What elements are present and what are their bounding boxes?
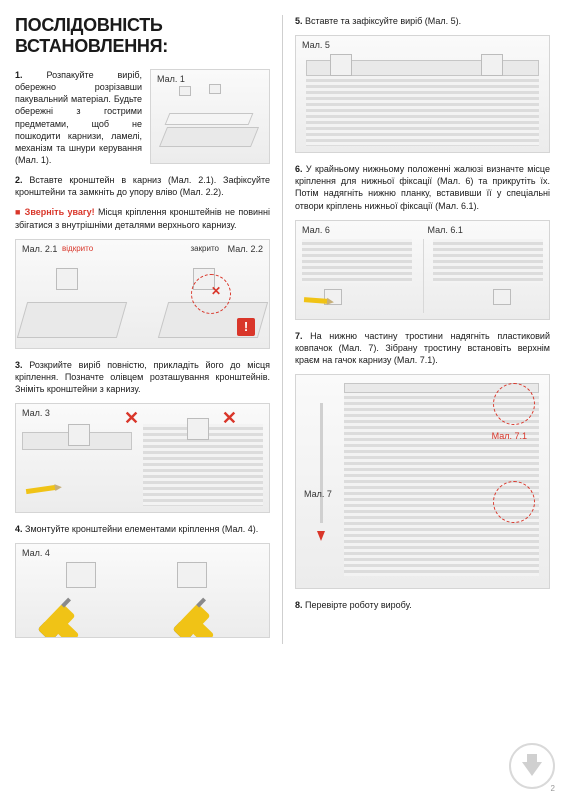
x-mark-left: ✕ (124, 408, 139, 429)
figure-4-label: Мал. 4 (22, 548, 50, 558)
rail-left (17, 302, 127, 338)
column-divider (282, 15, 283, 644)
slats-6a (302, 239, 412, 283)
step-8-body: Перевірте роботу виробу. (305, 600, 412, 610)
bracket-open (56, 268, 78, 290)
pencil-6 (304, 297, 328, 304)
step-4-text: 4. Змонтуйте кронштейни елементами кріпл… (15, 523, 270, 535)
step-1-num: 1. (15, 70, 23, 80)
figure-2-closed: закрито (190, 244, 219, 253)
step-3-num: 3. (15, 360, 23, 370)
bracket-small-2 (209, 84, 221, 94)
figure-5-label: Мал. 5 (302, 40, 330, 50)
bracket-4a (66, 562, 96, 588)
rail-illustration-top (165, 113, 254, 125)
figure-7-1-label: Мал. 7.1 (492, 431, 527, 441)
step-5-body: Вставте та зафіксуйте виріб (Мал. 5). (305, 16, 461, 26)
callout-7-mid (493, 481, 535, 523)
bracket-3a (68, 424, 90, 446)
figure-5: Мал. 5 (295, 35, 550, 153)
wand-7 (320, 403, 323, 523)
step-4-num: 4. (15, 524, 23, 534)
figure-6-1-label: Мал. 6.1 (428, 225, 463, 235)
left-column: ПОСЛІДОВНІСТЬ ВСТАНОВЛЕННЯ: 1. Розпакуйт… (15, 15, 280, 644)
figure-2-2-label: Мал. 2.2 (228, 244, 263, 254)
step-8-text: 8. Перевірте роботу виробу. (295, 599, 550, 611)
bracket-4b (177, 562, 207, 588)
rail-illustration (159, 127, 259, 147)
step-4-body: Змонтуйте кронштейни елементами кріпленн… (25, 524, 258, 534)
bracket-5b (481, 54, 503, 76)
figure-6: Мал. 6 Мал. 6.1 (295, 220, 550, 320)
bracket-5a (330, 54, 352, 76)
step-3-text: 3. Розкрийте виріб повністю, прикладіть … (15, 359, 270, 395)
download-badge[interactable] (509, 743, 555, 789)
download-arrow-stem (527, 754, 537, 766)
slats-6b (433, 239, 543, 283)
figure-2-open: відкрито (62, 244, 93, 253)
figure-3: Мал. 3 ✕ ✕ (15, 403, 270, 513)
wand-tip-icon (317, 531, 325, 541)
figure-2-1-label: Мал. 2.1 (22, 244, 57, 254)
figure-7: Мал. 7 Мал. 7.1 (295, 374, 550, 589)
step-2-text: 2. Вставте кронштейн в карниз (Мал. 2.1)… (15, 174, 270, 198)
x-mark-right: ✕ (222, 408, 237, 429)
step-1-text: 1. Розпакуйте виріб, обережно розрізавши… (15, 69, 142, 166)
step-2-num: 2. (15, 175, 23, 185)
step-1-body: Розпакуйте виріб, обережно розрізавши па… (15, 70, 142, 165)
figure-7-label: Мал. 7 (304, 489, 332, 499)
alert-icon: ! (237, 318, 255, 336)
step-7-body: На нижню частину тростини надягніть плас… (295, 331, 550, 365)
step-8-num: 8. (295, 600, 303, 610)
pencil-icon (26, 485, 56, 494)
figure-6-label: Мал. 6 (302, 225, 330, 235)
step-1: 1. Розпакуйте виріб, обережно розрізавши… (15, 69, 270, 166)
drill-right (173, 594, 228, 639)
figure-2: Мал. 2.1 відкрито закрито Мал. 2.2 ! ✕ (15, 239, 270, 349)
drill-left (38, 594, 93, 639)
clip-6b (493, 289, 511, 305)
figure-6-divider (423, 239, 424, 313)
step-6-num: 6. (295, 164, 303, 174)
attention-mark: ■ Зверніть увагу! (15, 207, 95, 217)
step-7-text: 7. На нижню частину тростини надягніть п… (295, 330, 550, 366)
right-column: 5. Вставте та зафіксуйте виріб (Мал. 5).… (285, 15, 550, 644)
step-6-text: 6. У крайньому нижньому положенні жалюзі… (295, 163, 550, 212)
page-root: ПОСЛІДОВНІСТЬ ВСТАНОВЛЕННЯ: 1. Розпакуйт… (0, 0, 565, 644)
bracket-3b (187, 418, 209, 440)
callout-7-top (493, 383, 535, 425)
figure-4: Мал. 4 (15, 543, 270, 638)
page-title: ПОСЛІДОВНІСТЬ ВСТАНОВЛЕННЯ: (15, 15, 270, 57)
step-3-body: Розкрийте виріб повністю, прикладіть йог… (15, 360, 270, 394)
figure-3-label: Мал. 3 (22, 408, 50, 418)
step-7-num: 7. (295, 331, 303, 341)
step-6-body: У крайньому нижньому положенні жалюзі ви… (295, 164, 550, 210)
step-5-num: 5. (295, 16, 303, 26)
bracket-small (179, 86, 191, 96)
step-2-body: Вставте кронштейн в карниз (Мал. 2.1). З… (15, 175, 270, 197)
step-5-text: 5. Вставте та зафіксуйте виріб (Мал. 5). (295, 15, 550, 27)
figure-1: Мал. 1 (150, 69, 270, 164)
figure-1-label: Мал. 1 (157, 74, 185, 84)
step-2-attention: ■ Зверніть увагу! Місця кріплення кроншт… (15, 206, 270, 230)
slats-5 (306, 76, 539, 146)
page-number: 2 (551, 784, 555, 793)
x-mark-icon: ✕ (211, 284, 221, 298)
